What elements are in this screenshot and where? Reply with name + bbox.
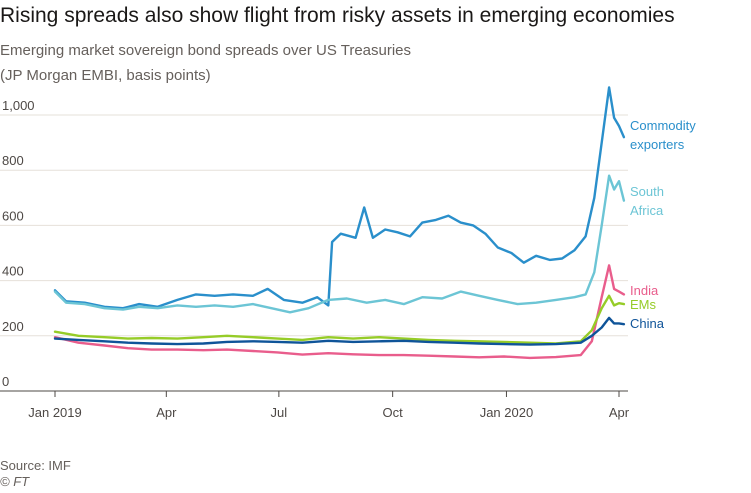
x-tick-label: Apr (609, 405, 630, 420)
x-tick-label: Apr (156, 405, 177, 420)
credit-note: © FT (0, 474, 30, 489)
chart-title: Rising spreads also show flight from ris… (0, 4, 675, 27)
chart-subtitle: Emerging market sovereign bond spreads o… (0, 38, 411, 88)
subtitle-line-1: Emerging market sovereign bond spreads o… (0, 42, 412, 59)
subtitle-line-2: (JP Morgan EMBI, basis points) (0, 67, 211, 84)
series-label: Africa (630, 203, 664, 218)
series-line (53, 316, 626, 346)
y-tick-label: 1,000 (2, 98, 35, 113)
y-tick-label: 400 (2, 264, 24, 279)
series-label: Commodity (630, 118, 696, 133)
series-label: exporters (630, 137, 685, 152)
series-label: South (630, 184, 664, 199)
x-tick-label: Jul (271, 405, 288, 420)
series-label: India (630, 283, 659, 298)
source-note: Source: IMF (0, 458, 71, 473)
series-line (53, 174, 626, 314)
series-line (53, 86, 626, 310)
series-label: China (630, 316, 665, 331)
y-tick-label: 200 (2, 319, 24, 334)
x-tick-label: Jan 2019 (28, 405, 82, 420)
x-tick-label: Oct (383, 405, 404, 420)
y-tick-label: 600 (2, 208, 24, 223)
y-tick-label: 0 (2, 374, 9, 389)
series-label: EMs (630, 297, 657, 312)
x-tick-label: Jan 2020 (480, 405, 534, 420)
y-tick-label: 800 (2, 153, 24, 168)
series-line (53, 294, 626, 345)
